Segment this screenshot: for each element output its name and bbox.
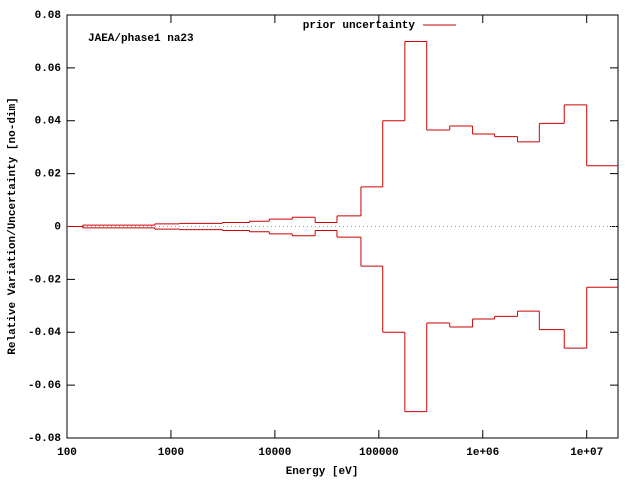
annotation: JAEA/phase1 na23	[88, 33, 194, 45]
y-tick-label: -0.04	[28, 327, 61, 339]
x-tick-label: 1000	[158, 447, 184, 459]
x-tick-label: 1e+06	[466, 447, 499, 459]
y-tick-label: 0.06	[35, 63, 61, 75]
legend-label: prior uncertainty	[303, 20, 416, 32]
y-tick-label: 0	[54, 221, 61, 233]
y-tick-label: 0.04	[35, 116, 62, 128]
x-tick-label: 10000	[258, 447, 291, 459]
y-tick-label: -0.08	[28, 433, 61, 445]
x-tick-label: 100	[57, 447, 77, 459]
y-tick-label: -0.02	[28, 274, 61, 286]
y-axis-label: Relative Variation/Uncertainty [no-dim]	[7, 97, 19, 354]
x-tick-label: 1e+07	[570, 447, 603, 459]
x-tick-label: 100000	[359, 447, 399, 459]
y-tick-label: -0.06	[28, 380, 61, 392]
y-tick-label: 0.08	[35, 10, 62, 22]
y-tick-label: 0.02	[35, 169, 61, 181]
x-axis-label: Energy [eV]	[286, 466, 359, 478]
